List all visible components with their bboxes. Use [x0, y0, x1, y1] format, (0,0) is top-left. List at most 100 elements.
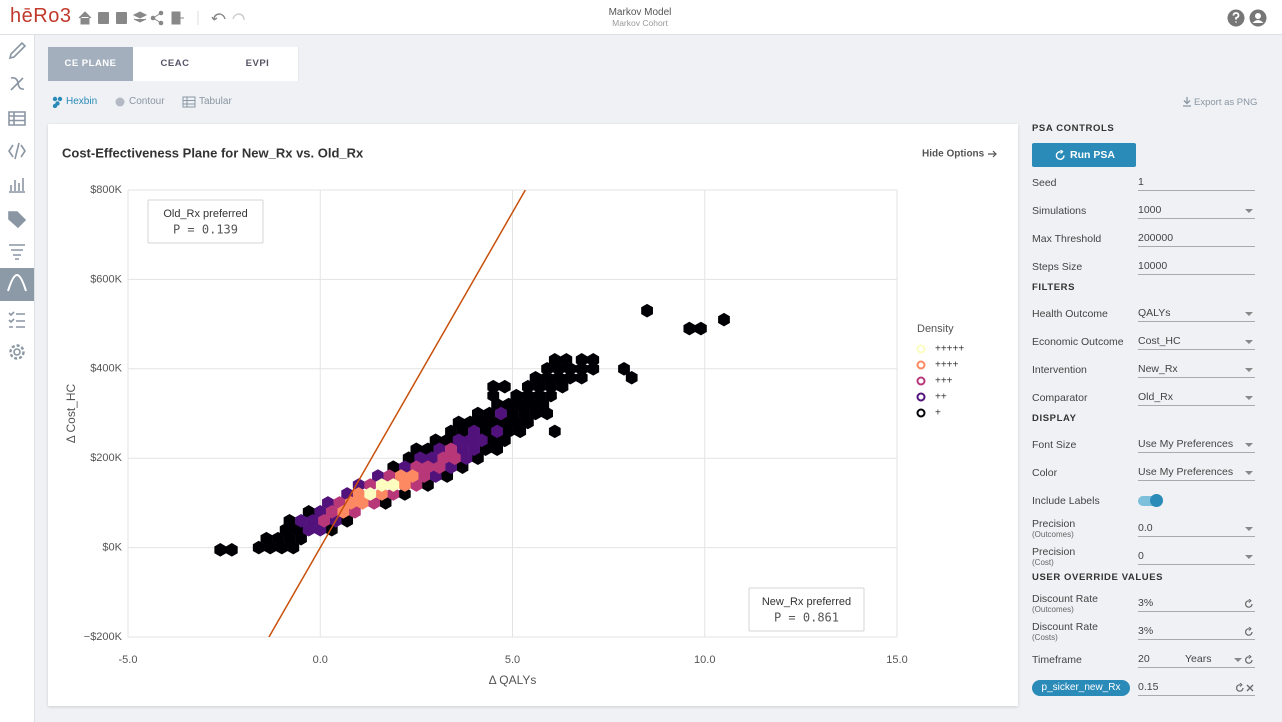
field-value[interactable]: 0.15	[1138, 681, 1159, 693]
tab[interactable]: CE PLANE	[48, 47, 134, 81]
hexbin	[529, 370, 542, 385]
redo-icon[interactable]	[232, 13, 245, 21]
export-icon[interactable]	[1182, 96, 1192, 107]
dropdown-caret[interactable]	[1245, 527, 1253, 531]
layers-icon[interactable]	[132, 11, 148, 23]
dropdown-caret[interactable]	[1245, 471, 1253, 475]
field-value[interactable]: 200000	[1138, 232, 1174, 244]
view-option[interactable]: Tabular	[199, 96, 232, 107]
view-icon[interactable]	[52, 96, 66, 108]
dropdown-caret[interactable]	[1245, 209, 1253, 213]
reset-icon[interactable]	[1244, 655, 1254, 665]
legend-title: Density	[917, 323, 954, 335]
field-value[interactable]: 10000	[1138, 260, 1168, 272]
view-icon[interactable]	[182, 96, 196, 108]
x-tick-label: 15.0	[886, 654, 907, 666]
dropdown-caret[interactable]	[1234, 658, 1242, 662]
field-label: Precision	[1032, 546, 1076, 558]
code-icon[interactable]	[8, 142, 26, 160]
home-icon[interactable]	[78, 11, 92, 25]
field-label: Include Labels	[1032, 495, 1100, 507]
hexbin	[491, 424, 504, 439]
hex-glyph	[52, 103, 58, 108]
dropdown-caret[interactable]	[1245, 396, 1253, 400]
reset-icon[interactable]	[1235, 683, 1245, 693]
field-value[interactable]: 0.0	[1138, 522, 1153, 534]
annotation-box	[748, 587, 865, 632]
hexbin	[295, 513, 307, 528]
share-icon[interactable]	[150, 10, 164, 26]
field-label: Steps Size	[1032, 261, 1083, 273]
tab[interactable]: CEAC	[133, 47, 218, 81]
export-icon[interactable]	[171, 11, 184, 25]
settings-icon[interactable]	[13, 348, 21, 356]
reset-icon[interactable]	[1244, 627, 1254, 637]
hexbin	[483, 406, 496, 421]
save-as-icon[interactable]	[116, 12, 127, 24]
checklist-icon[interactable]	[8, 311, 25, 328]
edit-icon[interactable]	[8, 41, 27, 60]
reset-glyph	[1245, 599, 1253, 608]
tag-icon[interactable]	[8, 211, 27, 229]
variables-icon[interactable]	[10, 77, 25, 91]
export-glyph	[1183, 97, 1191, 107]
save-icon[interactable]	[98, 12, 109, 24]
chart-card: Cost-Effectiveness Plane for New_Rx vs. …	[48, 124, 1018, 706]
dropdown-caret[interactable]	[1245, 443, 1253, 447]
run-button-label[interactable]: Run PSA	[1070, 149, 1115, 161]
toggle-knob[interactable]	[1150, 494, 1163, 507]
y-tick-label: $200K	[90, 452, 122, 464]
refresh-icon	[1055, 150, 1065, 160]
table-icon[interactable]	[8, 111, 26, 126]
hexbin	[337, 505, 350, 519]
active-nav[interactable]	[0, 268, 34, 301]
view-icon[interactable]	[114, 96, 128, 108]
field-value[interactable]: 1000	[1138, 204, 1162, 216]
field-value[interactable]: Use My Preferences	[1138, 438, 1234, 450]
field-underline	[1138, 611, 1255, 612]
field-label: Discount Rate	[1032, 621, 1098, 633]
dropdown-caret[interactable]	[1245, 340, 1253, 344]
parameter-chip[interactable]	[1032, 680, 1130, 696]
field-label: Timeframe	[1032, 654, 1082, 666]
results-icon[interactable]	[9, 178, 25, 193]
filter-icon[interactable]	[9, 244, 25, 260]
logo[interactable]: hēRo3	[10, 5, 72, 27]
hide-options-link[interactable]: Hide Options	[922, 149, 985, 160]
reset-icon[interactable]	[1244, 599, 1254, 609]
view-option[interactable]: Hexbin	[66, 96, 98, 107]
field-underline	[1138, 349, 1255, 350]
field-value[interactable]: Cost_HC	[1138, 335, 1181, 347]
field-value[interactable]: 0	[1138, 550, 1144, 562]
field-value[interactable]: 3%	[1138, 597, 1154, 609]
field-value[interactable]: Use My Preferences	[1138, 466, 1234, 478]
undo-icon[interactable]	[211, 13, 226, 21]
view-option[interactable]: Contour	[129, 96, 165, 107]
table-glyph	[182, 96, 196, 108]
hexbin	[560, 353, 573, 367]
y-axis-label: Δ Cost_HC	[64, 383, 78, 443]
sidebar-icons	[0, 41, 34, 360]
hexbin	[352, 478, 365, 492]
export-link[interactable]: Export as PNG	[1194, 97, 1258, 108]
dropdown-caret[interactable]	[1245, 368, 1253, 372]
threshold-line	[268, 190, 526, 637]
field-value[interactable]: QALYs	[1138, 307, 1171, 319]
field-value[interactable]: 3%	[1138, 625, 1154, 637]
dropdown-caret[interactable]	[1245, 555, 1253, 559]
tab[interactable]: EVPI	[217, 47, 299, 81]
field-value[interactable]: New_Rx	[1138, 363, 1178, 375]
field-value[interactable]: 20	[1138, 653, 1150, 665]
field-value[interactable]: 1	[1138, 176, 1144, 188]
field-value[interactable]: Old_Rx	[1138, 391, 1174, 403]
contour-glyph	[115, 97, 125, 107]
hexbin	[487, 379, 500, 394]
settings-icon[interactable]	[9, 344, 25, 360]
field-label: Precision	[1032, 518, 1076, 530]
toolbar-icons	[78, 10, 245, 26]
run-button[interactable]	[1032, 143, 1136, 167]
dropdown-caret[interactable]	[1245, 312, 1253, 316]
toggle-track[interactable]	[1138, 496, 1160, 506]
x-tick-label: 10.0	[694, 654, 715, 666]
clear-icon[interactable]	[1246, 684, 1254, 692]
